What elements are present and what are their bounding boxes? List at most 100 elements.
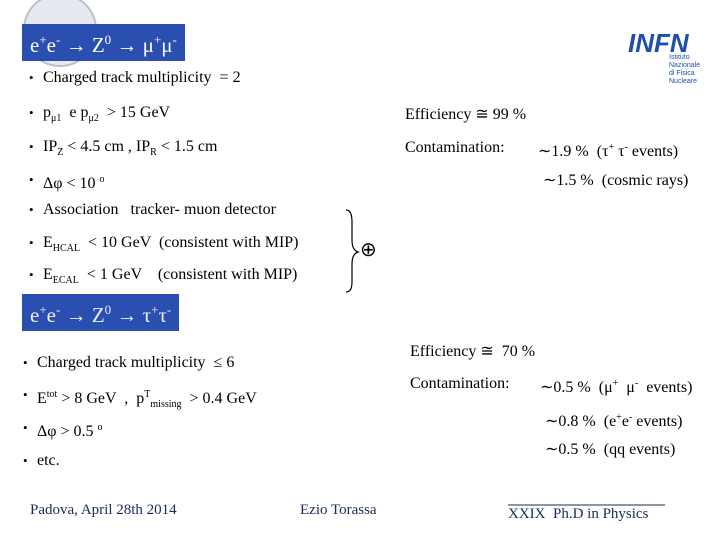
result: ∼0.8 % (e+e- events): [545, 408, 682, 432]
footer-author: Ezio Torassa: [300, 502, 377, 518]
text-segment: +: [151, 302, 159, 317]
text-segment: ∼0.8 % (e: [545, 413, 617, 430]
text-segment: +: [608, 142, 615, 153]
footer-event: XXIX Ph.D in Physics: [508, 506, 649, 522]
text-segment: > 8 GeV , p: [57, 390, 145, 407]
text-segment: < 1 GeV (consistent with MIP): [78, 266, 298, 283]
logo-subtitle: Istituto Nazionale di Fisica Nucleare: [669, 54, 720, 86]
text-segment: → μ: [111, 33, 154, 57]
text-segment: τ: [614, 143, 625, 160]
text-segment: tot: [46, 389, 58, 400]
text-segment: +: [39, 32, 47, 47]
text-segment: +: [612, 378, 619, 389]
text-segment: Contamination:: [410, 375, 510, 392]
brace: [345, 209, 360, 293]
bullet: etc.: [23, 451, 60, 471]
text-segment: missing: [150, 399, 182, 410]
bullet: Charged track multiplicity = 2: [29, 68, 241, 88]
text-segment: T: [144, 389, 151, 400]
text-segment: e p: [61, 104, 89, 121]
logo-line: di Fisica Nucleare: [669, 70, 698, 85]
bullet: pμ1 e pμ2 > 15 GeV: [29, 103, 171, 129]
text-segment: e: [46, 33, 56, 57]
text-segment: e: [621, 413, 629, 430]
text-segment: e: [30, 33, 40, 57]
text-segment: -: [172, 32, 177, 47]
text-segment: Efficiency ≅ 99 %: [405, 106, 527, 123]
text-segment: < 1.5 cm: [156, 138, 218, 155]
logo-name: INFN: [628, 28, 689, 58]
text-segment: -: [628, 412, 633, 423]
title: e+e- → Z0 → τ+τ-: [22, 294, 180, 331]
text-segment: Efficiency ≅ 70 %: [410, 343, 536, 360]
bullet: Charged track multiplicity ≤ 6: [23, 353, 235, 373]
result: Efficiency ≅ 70 %: [410, 342, 535, 362]
text-segment: E: [37, 390, 47, 407]
text-segment: +: [39, 302, 47, 317]
result: ∼0.5 % (μ+ μ- events): [540, 374, 692, 398]
text-segment: Charged track multiplicity = 2: [43, 69, 241, 86]
text-segment: τ: [158, 303, 167, 327]
text-segment: < 10 GeV (consistent with MIP): [80, 234, 299, 251]
text-segment: e: [46, 303, 56, 327]
bullet: Etot > 8 GeV , pTmissing > 0.4 GeV: [23, 385, 257, 415]
text-segment: μ2: [88, 113, 99, 124]
text-segment: -: [56, 32, 61, 47]
text-segment: Association tracker- muon detector: [43, 201, 276, 218]
text-segment: p: [43, 104, 51, 121]
logo-line: Istituto Nazionale: [669, 54, 701, 69]
text-segment: o: [99, 174, 105, 185]
text-segment: Δφ < 10: [43, 175, 100, 192]
bullet: EECAL < 1 GeV (consistent with MIP): [29, 265, 298, 291]
text-segment: IP: [43, 138, 58, 155]
text-segment: → Z: [60, 303, 105, 327]
text-segment: e: [30, 303, 40, 327]
text-segment: → Z: [60, 33, 105, 57]
result: Contamination:: [410, 374, 510, 394]
bullet: IPZ < 4.5 cm , IPR < 1.5 cm: [29, 137, 218, 163]
text-segment: ∼0.5 % (μ: [540, 379, 613, 396]
text-segment: → τ: [111, 303, 152, 327]
text-segment: 0: [104, 302, 112, 317]
bullet: Association tracker- muon detector: [29, 200, 276, 220]
footer-place: Padova, April 28th 2014: [30, 502, 177, 518]
text-segment: events): [627, 143, 679, 160]
text-segment: events): [632, 413, 683, 430]
text-segment: +: [153, 32, 162, 47]
text-segment: Δφ > 0.5: [37, 423, 98, 440]
result: ∼1.9 % (τ+ τ- events): [538, 138, 678, 162]
title: e+e- → Z0 → μ+μ-: [22, 24, 185, 61]
result: ∼0.5 % (qq events): [545, 440, 675, 460]
result: Efficiency ≅ 99 %: [405, 105, 526, 125]
text-segment: etc.: [37, 452, 60, 469]
text-segment: o: [97, 422, 103, 433]
text-segment: Z: [57, 147, 64, 158]
text-segment: +: [616, 412, 622, 423]
text-segment: HCAL: [52, 243, 81, 254]
bullet: Δφ > 0.5 o: [23, 418, 103, 442]
bullet: EHCAL < 10 GeV (consistent with MIP): [29, 233, 299, 259]
result: ∼1.5 % (cosmic rays): [543, 171, 688, 191]
text-segment: > 15 GeV: [98, 104, 171, 121]
text-segment: > 0.4 GeV: [181, 390, 257, 407]
operator: ⊕: [360, 239, 377, 261]
text-segment: E: [43, 266, 53, 283]
bullet: Δφ < 10 o: [29, 170, 105, 194]
text-segment: Charged track multiplicity ≤ 6: [37, 354, 235, 371]
text-segment: -: [634, 378, 639, 389]
result: Contamination:: [405, 138, 505, 158]
text-segment: 0: [104, 32, 112, 47]
text-segment: μ: [161, 33, 173, 57]
text-segment: -: [56, 302, 61, 317]
text-segment: ∼1.9 % (τ: [538, 143, 609, 160]
text-segment: μ1: [51, 113, 62, 124]
text-segment: < 4.5 cm , IP: [63, 138, 151, 155]
text-segment: E: [43, 234, 53, 251]
text-segment: events): [638, 379, 693, 396]
text-segment: ECAL: [52, 275, 79, 286]
text-segment: -: [166, 302, 172, 317]
text-segment: R: [150, 147, 157, 158]
text-segment: ∼0.5 % (qq events): [545, 441, 676, 458]
text-segment: -: [624, 142, 628, 153]
